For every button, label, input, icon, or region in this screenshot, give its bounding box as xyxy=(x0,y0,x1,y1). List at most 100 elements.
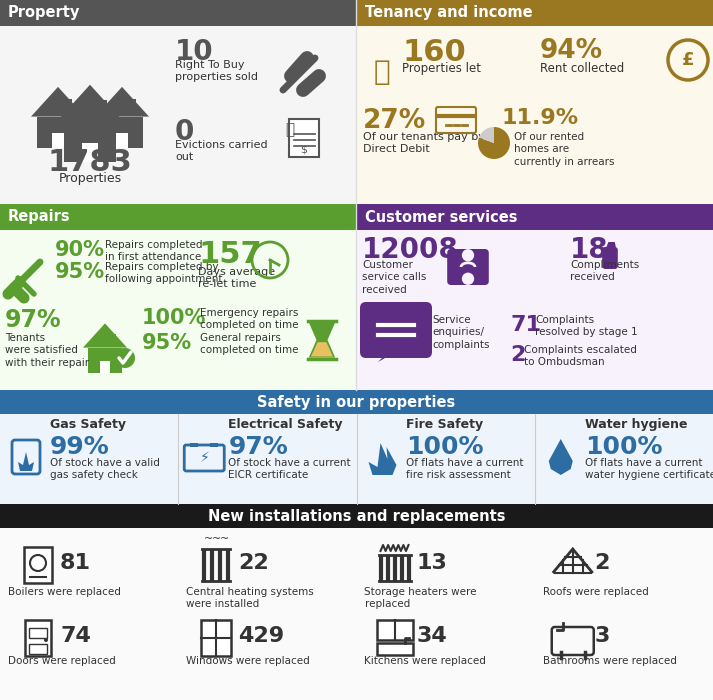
Text: Water hygiene: Water hygiene xyxy=(585,418,687,431)
Text: Property: Property xyxy=(8,6,81,20)
Text: 100%: 100% xyxy=(142,308,206,328)
Text: 97%: 97% xyxy=(228,435,288,459)
Text: Tenancy and income: Tenancy and income xyxy=(365,6,533,20)
Text: 2: 2 xyxy=(595,553,610,573)
FancyBboxPatch shape xyxy=(360,302,432,358)
Text: 🔑: 🔑 xyxy=(374,58,390,86)
Text: 97%: 97% xyxy=(5,308,61,332)
Bar xyxy=(25,620,51,656)
Bar xyxy=(25,620,51,656)
Text: 157: 157 xyxy=(198,240,262,269)
Polygon shape xyxy=(378,350,399,362)
Bar xyxy=(190,443,198,447)
Polygon shape xyxy=(309,323,335,340)
Text: 2: 2 xyxy=(510,345,525,365)
Text: 74: 74 xyxy=(60,626,91,646)
Bar xyxy=(376,620,413,640)
Bar xyxy=(376,643,413,655)
Text: Storage heaters were
replaced: Storage heaters were replaced xyxy=(364,587,477,610)
Polygon shape xyxy=(18,452,34,471)
Text: 🔑: 🔑 xyxy=(285,122,294,137)
Bar xyxy=(0,390,713,414)
Text: 11.9%: 11.9% xyxy=(502,108,579,128)
Bar xyxy=(0,0,356,26)
Text: 0: 0 xyxy=(175,118,195,146)
Text: Complaints
resolved by stage 1: Complaints resolved by stage 1 xyxy=(535,315,637,337)
Polygon shape xyxy=(369,443,396,475)
Polygon shape xyxy=(31,87,85,117)
Bar xyxy=(52,133,64,148)
Text: 1783: 1783 xyxy=(48,148,133,177)
Bar xyxy=(130,99,135,110)
Text: 100%: 100% xyxy=(585,435,662,459)
Text: Days average
re-let time: Days average re-let time xyxy=(198,267,275,289)
FancyBboxPatch shape xyxy=(602,247,617,269)
Text: Of stock have a current
EICR certificate: Of stock have a current EICR certificate xyxy=(228,458,351,480)
Text: Tenants
were satisfied
with their repair: Tenants were satisfied with their repair xyxy=(5,333,89,368)
Bar xyxy=(0,528,713,700)
Text: Bathrooms were replaced: Bathrooms were replaced xyxy=(543,656,677,666)
Bar xyxy=(357,26,713,204)
Text: 34: 34 xyxy=(416,626,447,646)
Bar xyxy=(116,133,128,148)
Bar xyxy=(29,644,47,654)
Text: Boilers were replaced: Boilers were replaced xyxy=(8,587,121,597)
Text: Right To Buy
properties sold: Right To Buy properties sold xyxy=(175,60,258,83)
Text: 22: 22 xyxy=(238,553,269,573)
Bar xyxy=(357,230,713,390)
Bar xyxy=(201,620,231,656)
Text: Repairs completed
in first attendance: Repairs completed in first attendance xyxy=(105,240,202,262)
Polygon shape xyxy=(95,87,149,117)
Text: Roofs were replaced: Roofs were replaced xyxy=(543,587,649,597)
Text: 95%: 95% xyxy=(55,262,105,282)
FancyBboxPatch shape xyxy=(447,249,489,285)
Bar xyxy=(0,414,713,504)
Text: General repairs
completed on time: General repairs completed on time xyxy=(200,333,299,356)
Bar xyxy=(289,119,319,157)
Text: Evictions carried
out: Evictions carried out xyxy=(175,140,267,162)
Bar xyxy=(38,117,78,148)
Text: New installations and replacements: New installations and replacements xyxy=(207,508,506,524)
Text: ~: ~ xyxy=(204,534,213,544)
Circle shape xyxy=(462,272,474,285)
Text: ~: ~ xyxy=(220,534,229,544)
Text: £: £ xyxy=(682,51,694,69)
Bar xyxy=(376,643,413,655)
Bar xyxy=(357,0,713,26)
Bar xyxy=(357,204,713,230)
Wedge shape xyxy=(479,127,494,143)
Text: Properties: Properties xyxy=(58,172,121,185)
Text: Doors were replaced: Doors were replaced xyxy=(8,656,116,666)
Text: Gas Safety: Gas Safety xyxy=(50,418,126,431)
Text: Compliments
received: Compliments received xyxy=(570,260,640,282)
Bar xyxy=(210,443,218,447)
Bar xyxy=(0,26,356,204)
Text: Windows were replaced: Windows were replaced xyxy=(186,656,310,666)
Text: Complaints escalated
to Ombudsman: Complaints escalated to Ombudsman xyxy=(524,345,637,368)
Text: 10: 10 xyxy=(175,38,214,66)
Bar xyxy=(101,101,107,114)
Text: Repairs completed by
following appointment: Repairs completed by following appointme… xyxy=(105,262,222,284)
Text: Of our rented
homes are
currently in arrears: Of our rented homes are currently in arr… xyxy=(514,132,615,167)
Polygon shape xyxy=(605,242,617,250)
Text: Customer services: Customer services xyxy=(365,209,518,225)
Text: 160: 160 xyxy=(402,38,466,67)
Text: Of flats have a current
fire risk assessment: Of flats have a current fire risk assess… xyxy=(406,458,524,480)
Bar xyxy=(101,117,143,148)
Bar xyxy=(24,547,52,583)
Wedge shape xyxy=(478,127,510,159)
Text: Electrical Safety: Electrical Safety xyxy=(228,418,343,431)
Text: 100%: 100% xyxy=(406,435,484,459)
Circle shape xyxy=(462,249,474,261)
Text: 95%: 95% xyxy=(142,333,192,353)
Bar xyxy=(289,119,319,157)
Text: Of flats have a current
water hygiene certificate: Of flats have a current water hygiene ce… xyxy=(585,458,713,480)
Text: 79: 79 xyxy=(379,318,414,342)
Bar xyxy=(0,230,356,390)
Text: Fire Safety: Fire Safety xyxy=(406,418,483,431)
Bar xyxy=(29,628,47,638)
Bar xyxy=(88,348,122,373)
Text: 94%: 94% xyxy=(540,38,603,64)
Text: Of stock have a valid
gas safety check: Of stock have a valid gas safety check xyxy=(50,458,160,480)
Text: Rent collected: Rent collected xyxy=(540,62,625,75)
